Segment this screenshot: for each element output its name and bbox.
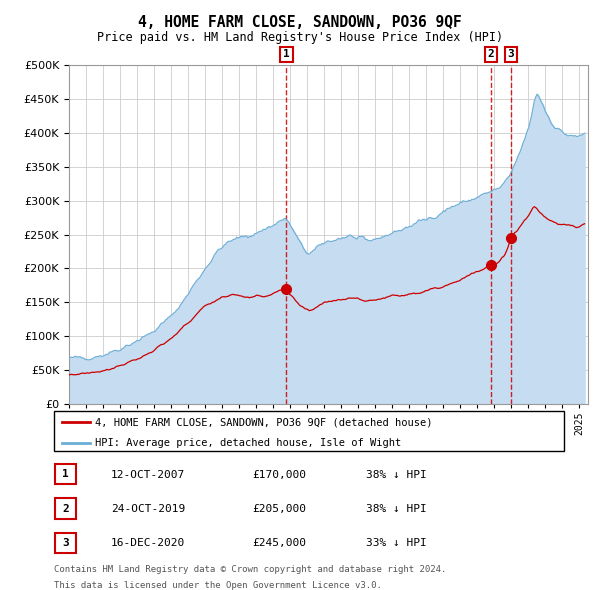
Text: £170,000: £170,000 [252, 470, 306, 480]
Text: 3: 3 [508, 50, 514, 60]
Text: 12-OCT-2007: 12-OCT-2007 [111, 470, 185, 480]
Text: Price paid vs. HM Land Registry's House Price Index (HPI): Price paid vs. HM Land Registry's House … [97, 31, 503, 44]
Text: HPI: Average price, detached house, Isle of Wight: HPI: Average price, detached house, Isle… [95, 438, 401, 448]
Text: 38% ↓ HPI: 38% ↓ HPI [366, 470, 427, 480]
Text: 38% ↓ HPI: 38% ↓ HPI [366, 504, 427, 514]
Text: This data is licensed under the Open Government Licence v3.0.: This data is licensed under the Open Gov… [54, 581, 382, 590]
Text: £205,000: £205,000 [252, 504, 306, 514]
Text: 33% ↓ HPI: 33% ↓ HPI [366, 538, 427, 548]
Text: 2: 2 [488, 50, 494, 60]
Text: Contains HM Land Registry data © Crown copyright and database right 2024.: Contains HM Land Registry data © Crown c… [54, 565, 446, 573]
Text: 1: 1 [62, 469, 69, 479]
Text: £245,000: £245,000 [252, 538, 306, 548]
Text: 24-OCT-2019: 24-OCT-2019 [111, 504, 185, 514]
Text: 2: 2 [62, 503, 69, 513]
Text: 16-DEC-2020: 16-DEC-2020 [111, 538, 185, 548]
Text: 4, HOME FARM CLOSE, SANDOWN, PO36 9QF (detached house): 4, HOME FARM CLOSE, SANDOWN, PO36 9QF (d… [95, 418, 432, 428]
Text: 4, HOME FARM CLOSE, SANDOWN, PO36 9QF: 4, HOME FARM CLOSE, SANDOWN, PO36 9QF [138, 15, 462, 30]
Text: 3: 3 [62, 537, 69, 548]
Text: 1: 1 [283, 50, 290, 60]
